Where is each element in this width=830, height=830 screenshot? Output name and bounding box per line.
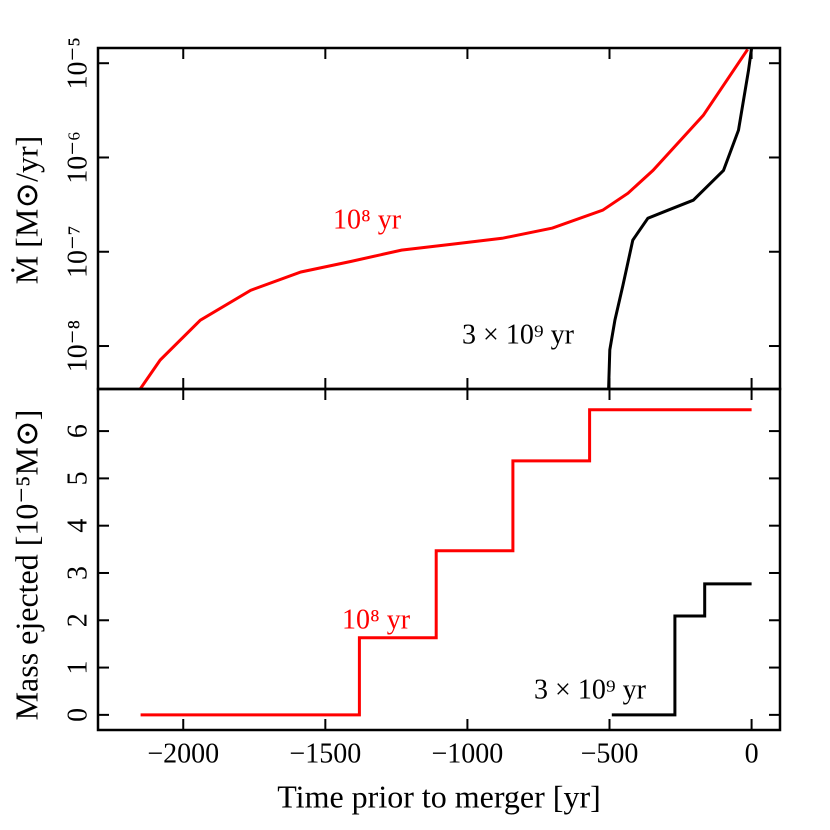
x-tick-label: −1000 — [432, 738, 504, 769]
y-tick-label: 4 — [62, 519, 93, 533]
y-tick-label: 1 — [62, 661, 93, 675]
x-tick-label: −2000 — [147, 738, 219, 769]
axes-frame — [96, 387, 782, 732]
x-tick-label: −500 — [581, 738, 639, 769]
y-tick-label: 10⁻⁷ — [62, 225, 93, 278]
y-tick-label: 5 — [62, 471, 93, 485]
axes-frame — [96, 46, 782, 391]
y-tick-label: 10⁻⁵ — [62, 37, 93, 90]
y-axis-label: Mass ejected [10⁻⁵M⊙] — [8, 410, 44, 721]
y-axis-label: Ṁ [M⊙/yr] — [8, 136, 44, 285]
y-tick-label: 10⁻⁶ — [62, 131, 93, 184]
y-tick-label: 0 — [62, 708, 93, 722]
x-tick-label: 0 — [745, 738, 759, 769]
y-tick-label: 2 — [62, 613, 93, 627]
series-line — [140, 408, 752, 717]
series-label: 10⁸ yr — [333, 204, 402, 235]
y-tick-label: 3 — [62, 566, 93, 580]
x-tick-label: −1500 — [289, 738, 361, 769]
series-label: 3 × 10⁹ yr — [534, 674, 647, 705]
series-label: 3 × 10⁹ yr — [462, 319, 575, 350]
y-tick-label: 10⁻⁸ — [62, 320, 93, 373]
y-tick-label: 6 — [62, 424, 93, 438]
series-label: 10⁸ yr — [342, 604, 411, 635]
series-line — [611, 582, 752, 717]
x-axis-label: Time prior to merger [yr] — [277, 778, 601, 814]
series-line — [138, 48, 749, 389]
series-line — [607, 48, 754, 389]
